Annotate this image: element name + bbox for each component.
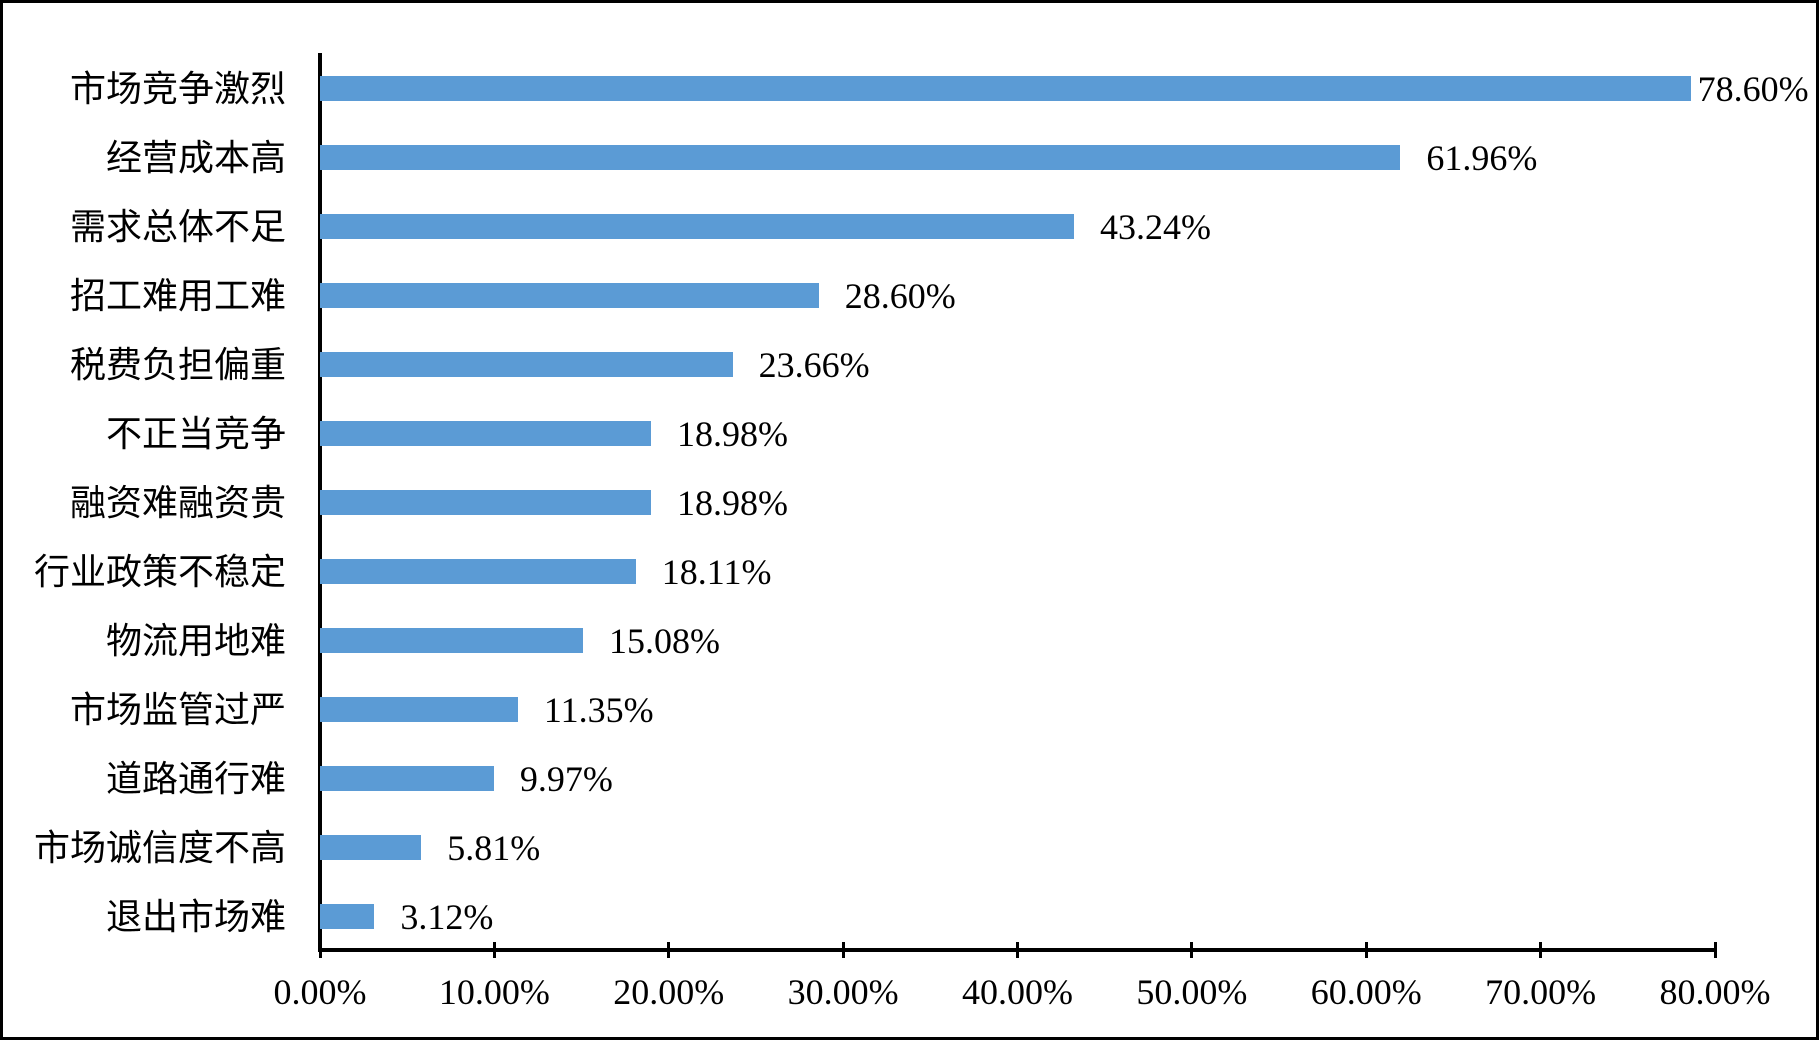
category-label: 退出市场难 (105, 896, 286, 937)
bar (320, 145, 1401, 170)
x-axis-tick-mark (1364, 942, 1368, 958)
x-axis-tick-label: 60.00% (1310, 972, 1422, 1012)
x-axis-tick-label: 80.00% (1659, 972, 1771, 1012)
x-axis-tick-mark (667, 942, 671, 958)
category-label: 不正当竞争 (105, 413, 286, 454)
bar (320, 697, 518, 722)
x-axis-tick-label: 40.00% (962, 972, 1073, 1012)
value-label: 18.98% (676, 413, 788, 454)
value-label: 23.66% (758, 344, 870, 385)
category-label: 市场竞争激烈 (69, 68, 286, 109)
x-axis-tick-mark (1016, 942, 1019, 958)
bar (320, 766, 494, 791)
category-label: 行业政策不稳定 (33, 551, 286, 592)
category-label: 道路通行难 (105, 758, 286, 799)
x-axis-tick-mark (1190, 942, 1194, 958)
x-axis-tick-label: 0.00% (273, 972, 367, 1012)
x-axis-tick-mark (841, 942, 845, 958)
x-axis-tick-mark (492, 942, 496, 958)
x-axis-tick-label: 50.00% (1136, 972, 1248, 1012)
bar (320, 214, 1074, 239)
bar (320, 76, 1691, 101)
bar (320, 421, 651, 446)
value-label: 43.24% (1099, 206, 1211, 247)
x-axis-tick-mark (318, 942, 322, 958)
category-label: 市场诚信度不高 (33, 827, 286, 868)
category-label: 税费负担偏重 (69, 344, 286, 385)
value-label: 78.60% (1697, 68, 1809, 109)
value-label: 61.96% (1426, 137, 1538, 178)
category-label: 融资难融资贵 (69, 482, 286, 523)
category-label: 招工难用工难 (69, 275, 286, 316)
x-axis-tick-label: 30.00% (787, 972, 899, 1012)
value-label: 9.97% (519, 758, 613, 799)
value-label: 11.35% (543, 689, 654, 730)
category-label: 经营成本高 (105, 137, 286, 178)
x-axis-tick-mark (1713, 942, 1717, 958)
x-axis-tick-label: 20.00% (613, 972, 725, 1012)
category-label: 市场监管过严 (69, 689, 286, 730)
value-label: 18.98% (676, 482, 788, 523)
bar (320, 352, 733, 377)
value-label: 28.60% (844, 275, 956, 316)
value-label: 18.11% (661, 551, 772, 592)
x-axis-tick-label: 10.00% (438, 972, 550, 1012)
category-label: 物流用地难 (105, 620, 286, 661)
bar (320, 904, 375, 929)
value-label: 15.08% (608, 620, 720, 661)
category-label: 需求总体不足 (69, 206, 286, 247)
x-axis-tick-label: 70.00% (1485, 972, 1597, 1012)
bar (320, 559, 636, 584)
value-label: 3.12% (400, 896, 494, 937)
bar (320, 628, 583, 653)
bar (320, 490, 651, 515)
bar (320, 283, 819, 308)
value-label: 5.81% (447, 827, 541, 868)
bar (320, 835, 422, 860)
x-axis-tick-mark (1539, 942, 1543, 958)
